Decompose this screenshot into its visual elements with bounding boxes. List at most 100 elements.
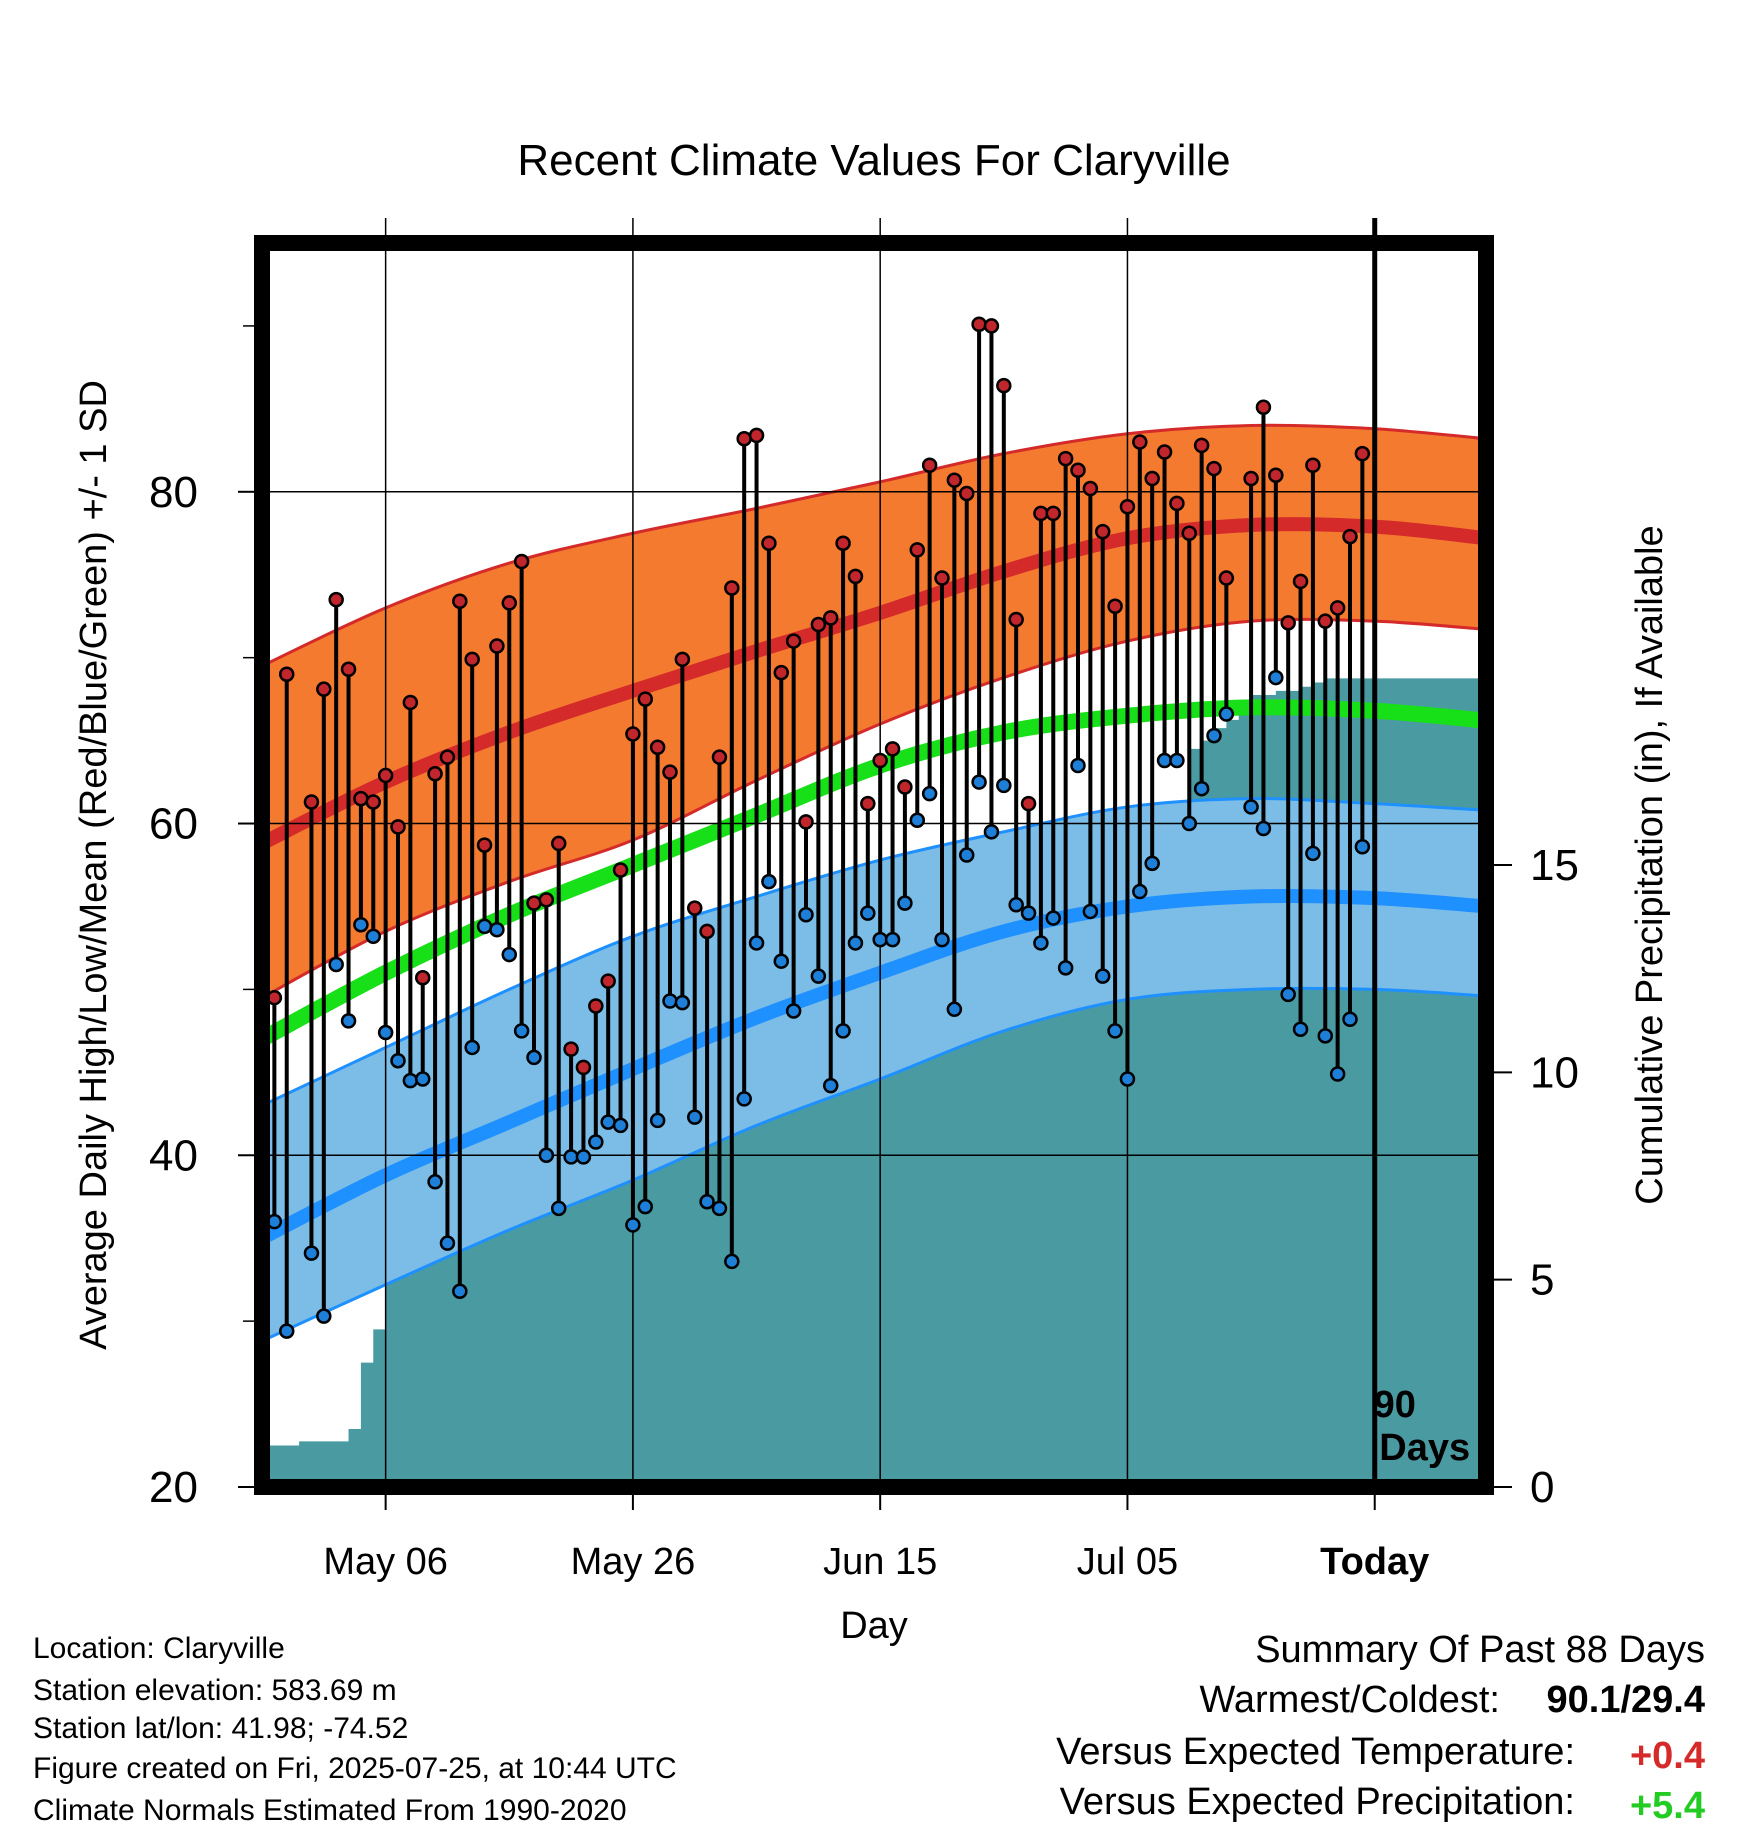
daily-high-point	[798, 814, 814, 830]
daily-low-point	[575, 1149, 592, 1165]
daily-low-point	[847, 935, 864, 951]
daily-high-point	[427, 766, 443, 782]
daily-high-point	[303, 794, 320, 810]
x-tick-label: Today	[1320, 1541, 1429, 1583]
daily-high-point	[662, 764, 678, 780]
daily-low-point	[464, 1039, 480, 1056]
warm-cold-label: Warmest/Coldest:	[1199, 1679, 1500, 1721]
daily-low-point	[1020, 905, 1037, 921]
climate-normals-period: Climate Normals Estimated From 1990-2020	[33, 1794, 627, 1827]
daily-high-point	[1292, 573, 1309, 590]
daily-high-point	[748, 427, 765, 444]
daily-low-point	[1082, 903, 1099, 920]
daily-high-point	[1243, 470, 1259, 487]
y-axis-right-title: Cumulative Precipitation (in), If Availa…	[1629, 525, 1671, 1204]
daily-low-point	[1057, 960, 1074, 976]
daily-low-point	[1144, 855, 1160, 872]
daily-high-point	[513, 553, 530, 570]
daily-low-point	[983, 824, 1000, 840]
daily-high-point	[464, 651, 480, 668]
daily-high-point	[822, 610, 839, 626]
daily-low-point	[822, 1077, 839, 1094]
daily-low-point	[1070, 757, 1086, 774]
daily-low-point	[377, 1024, 394, 1041]
station-location: Location: Claryville	[33, 1632, 285, 1665]
daily-low-point	[897, 895, 913, 911]
daily-low-point	[1169, 752, 1185, 769]
daily-low-point	[637, 1198, 654, 1215]
x-tick-label: Jun 15	[823, 1541, 937, 1583]
daily-high-point	[340, 661, 357, 678]
daily-low-point	[699, 1193, 715, 1210]
daily-low-point	[1181, 815, 1198, 832]
daily-high-point	[785, 633, 802, 649]
daily-high-point	[971, 316, 987, 333]
daily-low-point	[711, 1200, 728, 1217]
daily-low-point	[600, 1114, 616, 1130]
daily-low-point	[563, 1149, 579, 1165]
daily-high-point	[711, 749, 728, 765]
daily-low-point	[761, 873, 777, 890]
y-right-tick-label: 15	[1530, 841, 1579, 890]
daily-low-point	[452, 1283, 468, 1300]
daily-high-point	[476, 837, 493, 853]
daily-low-point	[649, 1112, 666, 1129]
daily-low-point	[1292, 1021, 1309, 1037]
daily-low-point	[773, 953, 790, 969]
daily-high-point	[1169, 495, 1185, 512]
daily-low-point	[946, 1001, 963, 1018]
x-axis-title: Day	[840, 1605, 908, 1647]
daily-low-point	[402, 1072, 419, 1089]
daily-high-point	[934, 570, 950, 586]
daily-high-point	[1305, 457, 1321, 474]
y-right-tick-label: 5	[1530, 1256, 1554, 1305]
daily-high-point	[810, 616, 827, 633]
daily-high-point	[414, 970, 431, 986]
daily-low-point	[414, 1071, 431, 1087]
daily-high-point	[1008, 611, 1024, 628]
daily-high-point	[612, 862, 629, 878]
daily-high-point	[1354, 445, 1371, 462]
daily-low-point	[1255, 820, 1272, 837]
daily-low-point	[1107, 1023, 1123, 1039]
x-tick-label: Jul 05	[1077, 1541, 1178, 1583]
daily-high-point	[1329, 600, 1346, 616]
daily-high-point	[1082, 480, 1099, 497]
daily-low-point	[625, 1217, 641, 1233]
daily-high-point	[538, 892, 555, 908]
daily-low-point	[1218, 706, 1235, 722]
daily-high-point	[649, 739, 666, 755]
figure-created: Figure created on Fri, 2025-07-25, at 10…	[33, 1752, 677, 1785]
daily-low-point	[439, 1235, 456, 1251]
daily-high-point	[1317, 613, 1334, 629]
daily-low-point	[278, 1323, 295, 1339]
daily-high-point	[637, 691, 654, 707]
station-latlon: Station lat/lon: 41.98; -74.52	[33, 1712, 408, 1745]
daily-high-point	[736, 430, 752, 447]
daily-high-point	[773, 664, 790, 681]
daily-low-point	[686, 1109, 703, 1125]
daily-low-point	[724, 1253, 740, 1270]
daily-high-point	[439, 749, 456, 765]
y-left-tick-label: 20	[149, 1463, 198, 1512]
daily-high-point	[847, 568, 864, 585]
daily-low-point	[971, 774, 987, 790]
daily-low-point	[1119, 1071, 1136, 1087]
daily-low-point	[909, 812, 926, 828]
today-marker-label-line2: Days	[1379, 1427, 1470, 1469]
daily-high-point	[921, 457, 938, 474]
daily-high-point	[316, 681, 332, 697]
daily-high-point	[1070, 462, 1086, 478]
x-tick-label: May 26	[571, 1541, 696, 1583]
daily-high-point	[996, 377, 1012, 394]
daily-low-point	[996, 777, 1012, 794]
daily-low-point	[810, 968, 827, 984]
x-tick-label: May 06	[323, 1541, 448, 1583]
y-left-tick-label: 60	[149, 800, 198, 849]
daily-low-point	[662, 993, 678, 1009]
daily-high-point	[1094, 523, 1111, 540]
y-left-tick-label: 80	[149, 468, 198, 517]
daily-low-point	[1268, 669, 1284, 686]
daily-high-point	[402, 694, 419, 711]
daily-high-point	[390, 819, 406, 835]
